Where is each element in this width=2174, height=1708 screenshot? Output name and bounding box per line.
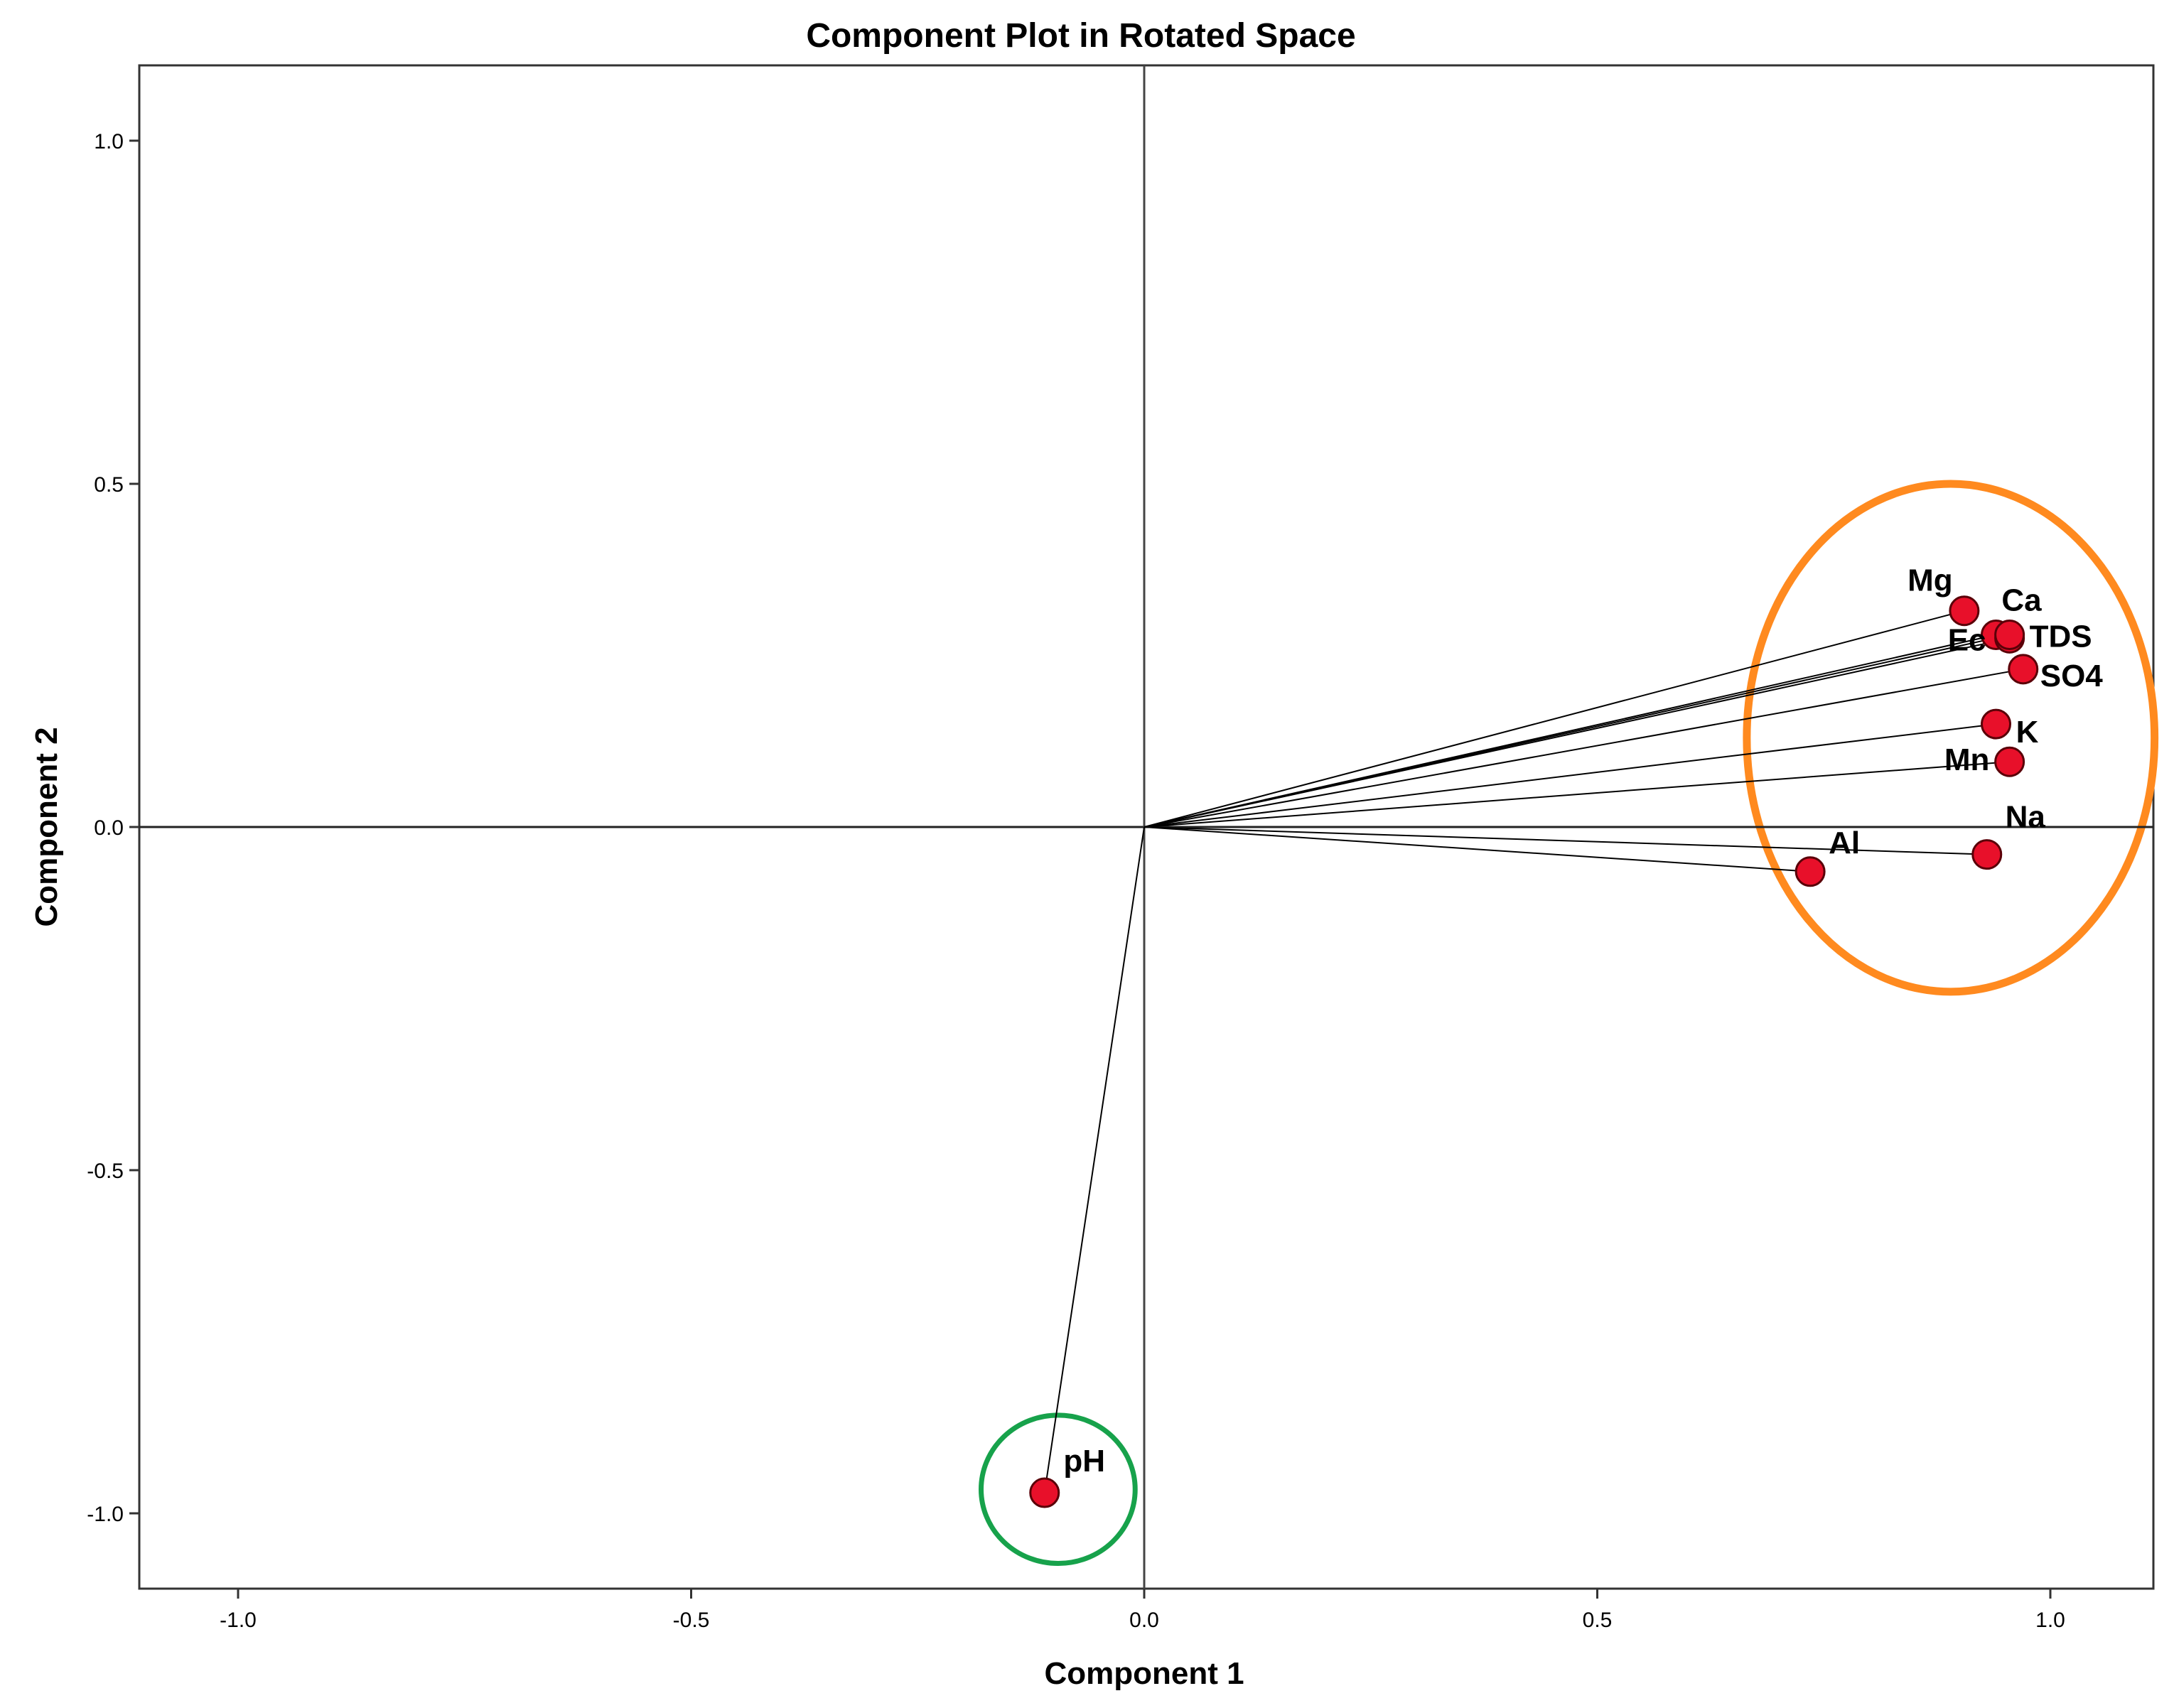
cluster-ellipse-2 [979,1412,1138,1567]
y-tick-label: -1.0 [87,1503,124,1526]
x-tick-label: -1.0 [220,1609,257,1632]
point-ec [1994,620,2025,651]
point-k [1981,708,2011,740]
chart-title: Component Plot in Rotated Space [806,17,1355,55]
x-tick-label: 1.0 [2035,1609,2065,1632]
x-tick-label: 0.5 [1583,1609,1613,1632]
axis-ticks: -1.0 -0.5 0.0 0.5 1.0 1.0 0.5 0.0 -0.5 -1.0 [87,130,2065,1632]
label-na: Na [2006,800,2046,835]
vector-k [1143,723,1996,828]
point-ph [1029,1477,1060,1508]
point-al [1794,856,1826,887]
label-k: K [2016,715,2039,750]
label-so4: SO4 [2040,659,2104,693]
cluster-ellipse-1 [1743,480,2159,996]
vector-so4 [1143,668,2023,828]
point-mg [1949,595,1980,627]
label-ph: pH [1063,1444,1105,1479]
y-tick-label: 1.0 [94,130,124,153]
label-mg: Mg [1907,563,1953,598]
label-mn: Mn [1944,742,1990,777]
y-tick-label: 0.0 [94,816,124,840]
cluster-ellipses [979,480,2159,1567]
point-mn [1994,746,2025,777]
vector-al [1143,826,1811,872]
y-tick-label: 0.5 [94,473,124,497]
point-so4 [2008,654,2039,685]
vector-na [1143,826,1987,855]
vector-ph [1043,826,1145,1493]
vector-mn [1143,761,2010,828]
label-ca: Ca [2001,583,2042,618]
y-tick-label: -0.5 [87,1160,124,1183]
label-ec: Ec [1948,623,1986,658]
loading-vectors [1043,610,2023,1493]
x-tick-label: 0.0 [1129,1609,1159,1632]
data-points [1029,595,2039,1508]
vector-mg [1143,610,1965,828]
point-na [1971,839,2003,870]
x-axis-label: Component 1 [1044,1656,1244,1691]
label-al: Al [1829,826,1860,860]
vector-ec [1143,634,2010,828]
label-tds: TDS [2030,619,2092,654]
x-tick-label: -0.5 [673,1609,710,1632]
y-axis-label: Component 2 [29,727,64,926]
